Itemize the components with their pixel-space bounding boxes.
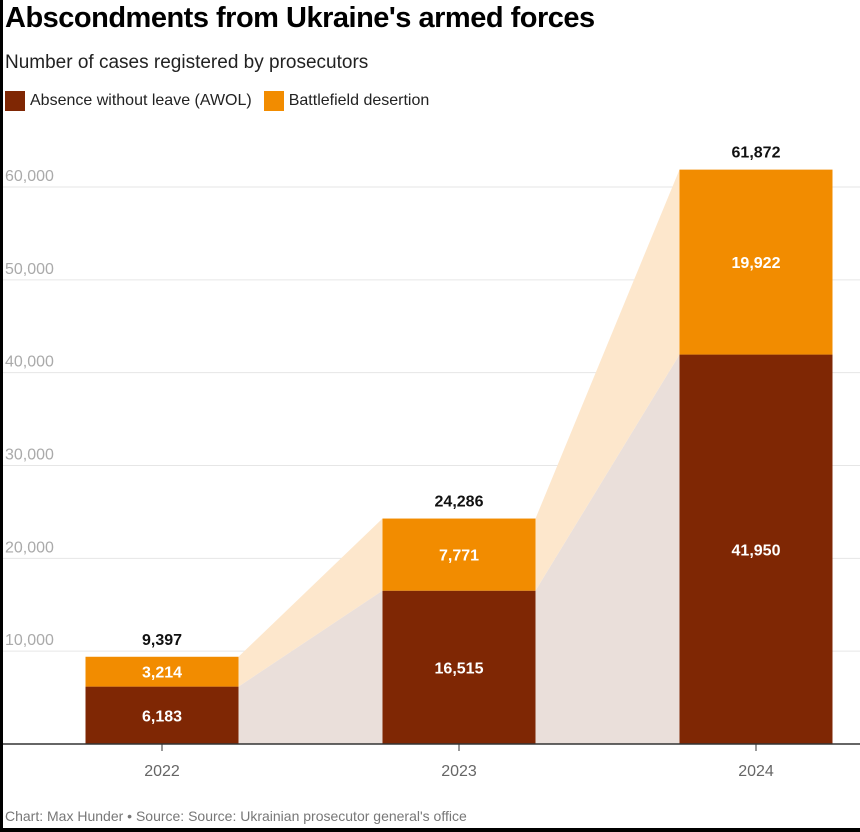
connector-desertion — [535, 169, 680, 591]
connector-awol — [238, 590, 383, 744]
y-tick-label: 20,000 — [5, 539, 54, 556]
data-label-desertion: 7,771 — [439, 548, 479, 565]
legend-swatch-desertion — [263, 91, 284, 111]
x-tick-label: 2023 — [441, 763, 477, 780]
legend-swatch-awol — [5, 91, 25, 111]
bar-desertion — [85, 656, 239, 687]
connector-desertion — [238, 518, 383, 687]
total-label: 9,397 — [142, 632, 182, 649]
data-label-awol: 6,183 — [142, 708, 182, 725]
y-tick-label: 10,000 — [5, 632, 54, 649]
legend-item-awol: Absence without leave (AWOL) — [5, 91, 252, 111]
footer-credit: Chart: Max Hunder • Source: Source: Ukra… — [5, 808, 467, 824]
bar-desertion — [679, 169, 833, 355]
legend-item-desertion: Battlefield desertion — [263, 91, 430, 111]
bar-desertion — [382, 518, 536, 591]
total-label: 24,286 — [435, 494, 484, 511]
bar-awol — [382, 590, 536, 744]
y-tick-label: 50,000 — [5, 261, 54, 278]
y-tick-label: 60,000 — [5, 168, 54, 185]
legend: Absence without leave (AWOL) Battlefield… — [5, 91, 441, 111]
chart-title: Abscondments from Ukraine's armed forces — [5, 2, 595, 34]
legend-label-awol: Absence without leave (AWOL) — [30, 92, 252, 109]
total-label: 61,872 — [732, 145, 781, 162]
bar-awol — [85, 686, 239, 744]
connector-awol — [535, 354, 680, 744]
y-tick-label: 30,000 — [5, 447, 54, 464]
x-tick-label: 2024 — [738, 763, 774, 780]
data-label-awol: 16,515 — [435, 660, 484, 677]
data-label-desertion: 19,922 — [732, 255, 781, 272]
data-label-desertion: 3,214 — [142, 665, 182, 682]
data-label-awol: 41,950 — [732, 542, 781, 559]
legend-label-desertion: Battlefield desertion — [288, 92, 430, 109]
x-tick-label: 2022 — [144, 763, 180, 780]
y-tick-label: 40,000 — [5, 354, 54, 371]
bar-awol — [679, 354, 833, 744]
chart-subtitle: Number of cases registered by prosecutor… — [5, 52, 369, 73]
